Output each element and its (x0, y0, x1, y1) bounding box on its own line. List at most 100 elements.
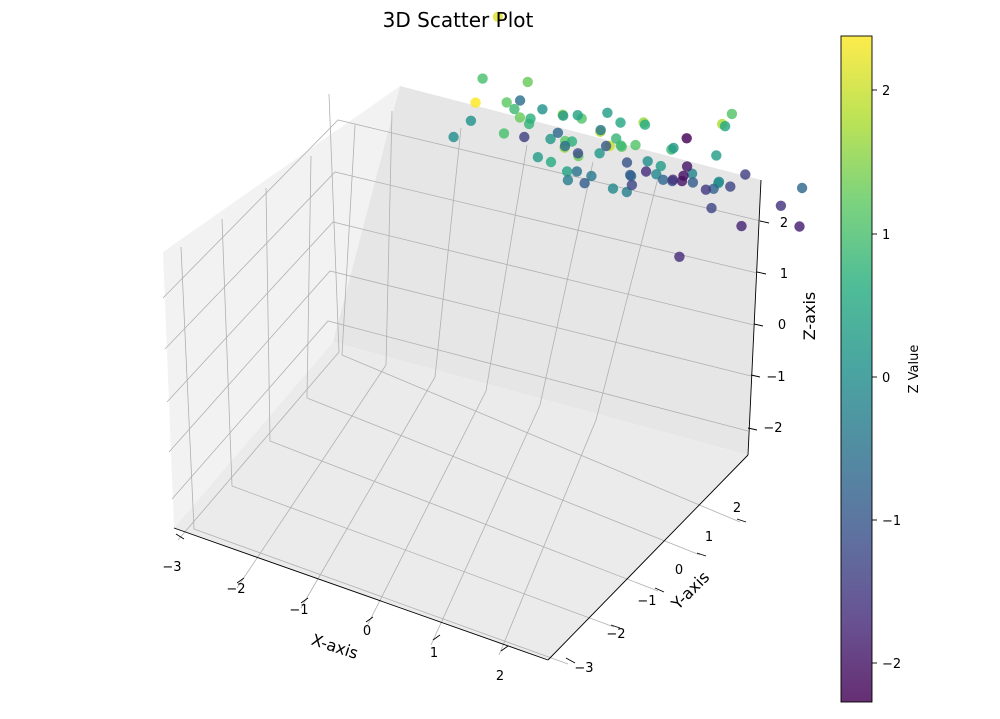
scatter-point (775, 200, 787, 211)
scatter-point (726, 108, 738, 120)
left-pane (163, 86, 400, 528)
scatter-point (559, 140, 571, 152)
scatter-point (602, 107, 613, 119)
grid-lines (162, 93, 762, 665)
y-axis-label: Y-axis (667, 567, 713, 613)
axis-lines (173, 179, 762, 661)
x-axis-label: X-axis (309, 630, 361, 663)
scatter-point (492, 11, 504, 22)
scatter-point (686, 168, 698, 179)
x-tick-label: 2 (496, 669, 504, 684)
scatter-point (615, 117, 626, 128)
scatter-point (498, 128, 510, 139)
scatter-point (719, 121, 731, 132)
scatter-point (600, 140, 612, 152)
colorbar-tick-label: 0 (882, 371, 890, 386)
scatter-point (572, 110, 583, 121)
scatter-point (630, 139, 641, 151)
scatter-point (639, 119, 651, 130)
scatter-point (572, 148, 584, 159)
tick-marks (175, 220, 770, 664)
x-tick-label: −3 (162, 560, 181, 575)
scatter-point (545, 156, 557, 168)
scatter-point (625, 169, 636, 181)
chart-title: 3D Scatter Plot (383, 8, 534, 32)
scatter-point (545, 133, 556, 145)
data-points (448, 11, 808, 262)
scatter-point (681, 161, 693, 172)
scatter-point (470, 97, 481, 108)
x-tick-label: −1 (289, 603, 308, 618)
colorbar-gradient (840, 35, 873, 703)
scatter-point (655, 160, 666, 172)
scatter-point (465, 115, 477, 127)
x-tick-labels: −3 −2 −1 0 1 2 (162, 560, 504, 684)
y-tick-label: −3 (574, 661, 593, 676)
scatter-point (674, 251, 685, 262)
scatter-point (522, 76, 533, 88)
colorbar-tick-label: −2 (882, 657, 901, 672)
z-tick-label: 0 (778, 318, 786, 333)
y-tick-label: −1 (637, 594, 656, 609)
scatter-point (607, 183, 619, 194)
scatter-point (594, 148, 605, 159)
scatter-point (571, 166, 583, 177)
colorbar-label: Z Value (907, 345, 922, 394)
scatter-point (514, 95, 526, 106)
scatter-point (711, 150, 722, 161)
y-tick-label: 1 (705, 530, 713, 545)
scatter-point (561, 166, 573, 177)
scatter-point (579, 178, 590, 189)
y-tick-label: 0 (675, 563, 683, 578)
scatter-point (626, 179, 638, 191)
y-tick-labels: −3 −2 −1 0 1 2 (574, 501, 741, 676)
scatter-point (740, 169, 751, 180)
scatter-point (642, 156, 653, 167)
x-tick-label: 0 (363, 624, 371, 639)
z-tick-label: 1 (780, 267, 788, 282)
scatter-point (678, 170, 689, 181)
y-axis-line (547, 454, 749, 661)
x-axis-line (173, 527, 549, 661)
y-tick-label: 2 (733, 501, 741, 516)
scatter-point (713, 176, 725, 187)
scatter-point (477, 73, 488, 84)
floor-pane (174, 342, 748, 660)
z-tick-label: 2 (780, 216, 788, 231)
colorbar: −2 −1 0 1 2 Z Value (840, 35, 922, 703)
z-tick-label: −1 (766, 370, 785, 385)
scatter-point (532, 152, 544, 163)
scatter-point (657, 174, 669, 185)
colorbar-tick-label: 1 (882, 228, 890, 243)
scatter-point (667, 174, 679, 185)
scatter-point (796, 182, 808, 194)
scatter-point (706, 202, 717, 214)
y-tick-label: −2 (606, 627, 625, 642)
scatter-point (509, 103, 520, 115)
scatter-point (687, 177, 699, 188)
scatter-point (681, 133, 692, 144)
z-tick-labels: −2 −1 0 1 2 (763, 216, 788, 436)
scatter-point (448, 131, 459, 143)
scatter-point (519, 131, 530, 143)
z-axis-label: Z-axis (800, 292, 819, 341)
z-axis-line (747, 179, 762, 456)
scatter-point (700, 184, 712, 195)
scatter-point (514, 112, 526, 123)
scatter-point (552, 127, 564, 138)
scatter-point (537, 104, 548, 115)
scatter-point (611, 133, 622, 144)
scatter-point (725, 181, 736, 192)
scatter-point (668, 142, 679, 154)
scatter-point (595, 124, 606, 136)
scatter-point (558, 110, 569, 121)
scatter-point (621, 157, 633, 168)
scatter-point (586, 170, 597, 182)
scatter-point (708, 183, 719, 194)
scatter-point (501, 97, 512, 108)
scatter-point (525, 113, 536, 124)
z-tick-label: −2 (763, 421, 782, 436)
scatter-point (794, 221, 805, 232)
